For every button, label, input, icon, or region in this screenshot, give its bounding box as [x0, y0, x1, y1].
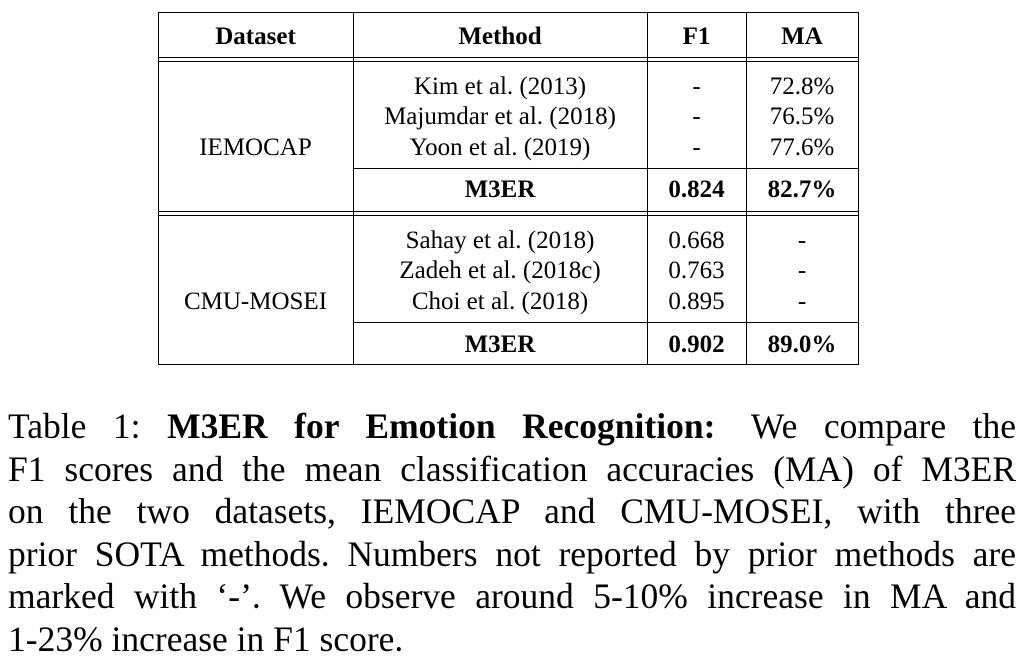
caption-text: F1 scores and the mean classification ac… — [8, 449, 1016, 489]
caption-text: prior SOTA methods. Numbers not reported… — [8, 534, 1016, 574]
caption-line: on the two datasets, IEMOCAP and CMU-MOS… — [8, 490, 1016, 533]
table-cell: 76.5% — [746, 102, 858, 132]
rule — [158, 211, 859, 212]
table-cell: 0.902 — [647, 330, 746, 360]
table-cell: 77.6% — [746, 133, 858, 163]
table-cell: Majumdar et al. (2018) — [353, 102, 647, 132]
caption-text: 1-23% increase in F1 score. — [8, 619, 403, 659]
table-cell: - — [647, 102, 746, 132]
caption-line: 1-23% increase in F1 score. — [8, 618, 1016, 660]
table-cell: - — [746, 287, 858, 317]
rule — [353, 322, 859, 323]
table-cell: Method — [353, 22, 647, 52]
table-cell: 0.763 — [647, 256, 746, 286]
caption-label: Table 1: — [8, 406, 141, 446]
table-cell: 0.895 — [647, 287, 746, 317]
table-cell: MA — [746, 22, 858, 52]
table-cell: M3ER — [353, 175, 647, 205]
caption: Table 1: M3ER for Emotion Recognition: W… — [8, 405, 1016, 660]
rule — [158, 364, 859, 365]
table-cell: IEMOCAP — [158, 133, 353, 163]
caption-text: We compare the — [751, 406, 1016, 446]
rule — [158, 61, 859, 62]
table-cell: - — [647, 133, 746, 163]
table-cell: 82.7% — [746, 175, 858, 205]
caption-line: Table 1: M3ER for Emotion Recognition: W… — [8, 405, 1016, 448]
table-cell: M3ER — [353, 330, 647, 360]
caption-line: prior SOTA methods. Numbers not reported… — [8, 533, 1016, 576]
table-cell: - — [647, 72, 746, 102]
caption-title: M3ER for Emotion Recognition: — [167, 406, 715, 446]
table-cell: Kim et al. (2013) — [353, 72, 647, 102]
table-cell: Choi et al. (2018) — [353, 287, 647, 317]
table-cell: Yoon et al. (2019) — [353, 133, 647, 163]
table-cell: Dataset — [158, 22, 353, 52]
table-cell: 0.824 — [647, 175, 746, 205]
table-cell: 72.8% — [746, 72, 858, 102]
rule — [858, 12, 859, 364]
table-cell: Sahay et al. (2018) — [353, 226, 647, 256]
table-cell: F1 — [647, 22, 746, 52]
caption-line: marked with ‘-’. We observe around 5-10%… — [8, 575, 1016, 618]
rule — [158, 12, 859, 13]
rule — [158, 57, 859, 58]
table-cell: 0.668 — [647, 226, 746, 256]
rule — [158, 215, 859, 216]
table-cell: CMU-MOSEI — [158, 287, 353, 317]
table-cell: - — [746, 256, 858, 286]
caption-text: on the two datasets, IEMOCAP and CMU-MOS… — [8, 491, 1016, 531]
rule — [353, 168, 859, 169]
caption-line: F1 scores and the mean classification ac… — [8, 448, 1016, 491]
table-cell: Zadeh et al. (2018c) — [353, 256, 647, 286]
table-cell: - — [746, 226, 858, 256]
caption-text: marked with ‘-’. We observe around 5-10%… — [8, 576, 1016, 616]
table-cell: 89.0% — [746, 330, 858, 360]
